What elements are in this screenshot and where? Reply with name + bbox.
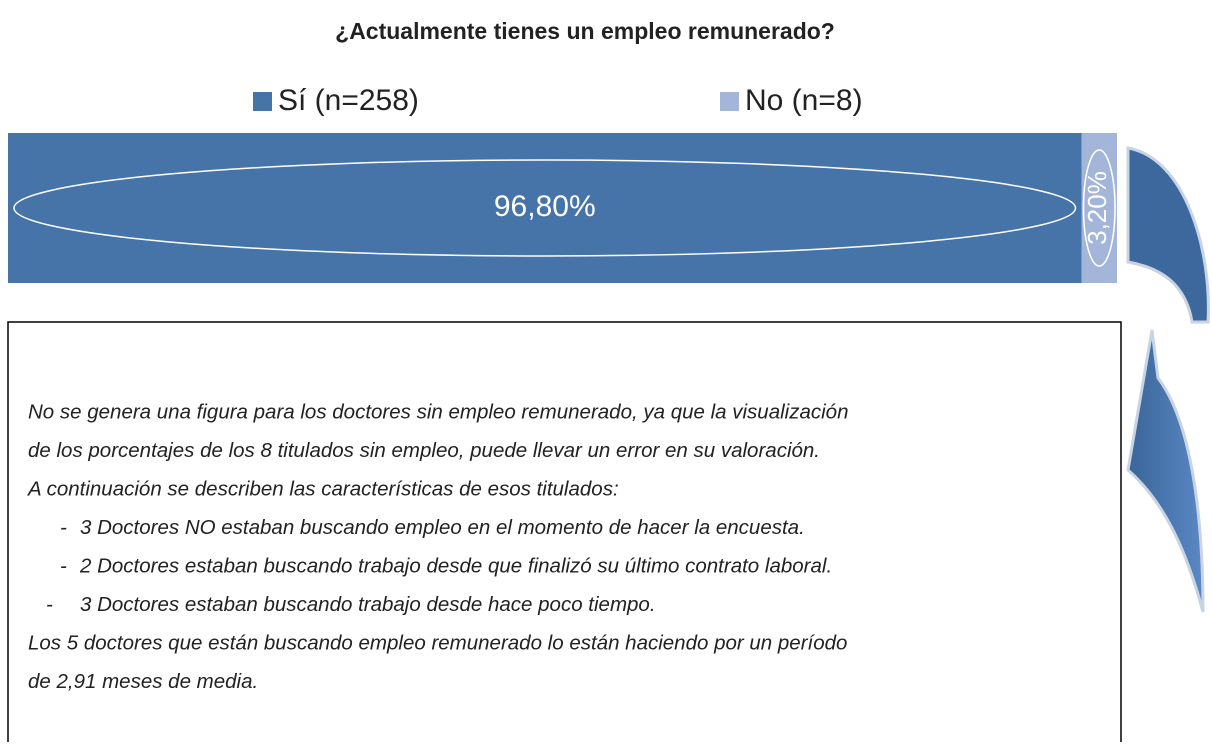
bar-segment [1081, 133, 1117, 283]
note-item: 3 Doctores estaban buscando trabajo desd… [80, 593, 656, 616]
note-item: 3 Doctores NO estaban buscando empleo en… [80, 516, 805, 539]
note-line: de los porcentajes de los 8 titulados si… [28, 439, 820, 462]
note-line: de 2,91 meses de media. [28, 670, 258, 693]
note-line: Los 5 doctores que están buscando empleo… [28, 631, 847, 654]
label-ellipse [13, 159, 1077, 257]
legend-swatch [720, 92, 739, 111]
curved-arrow [1126, 146, 1210, 613]
data-label: 96,80% [494, 190, 596, 223]
list-dash: - [60, 516, 67, 539]
note-box [7, 321, 1122, 747]
chart-title: ¿Actualmente tienes un empleo remunerado… [335, 18, 835, 44]
note-line: No se genera una figura para los doctore… [28, 400, 848, 423]
note: No se genera una figura para los doctore… [26, 400, 848, 693]
list-dash: - [46, 593, 53, 616]
legend-label: No (n=8) [745, 84, 863, 117]
chart: Sí (n=258) No (n=8) 96,80% 3,20% [8, 84, 1117, 283]
legend-label: Sí (n=258) [278, 84, 419, 117]
note-item: 2 Doctores estaban buscando trabajo desd… [79, 554, 832, 577]
note-line: A continuación se describen las caracter… [26, 477, 619, 500]
data-label: 3,20% [1082, 171, 1112, 245]
legend-swatch [253, 92, 272, 111]
label-ellipse [1082, 149, 1116, 267]
list-dash: - [60, 554, 67, 577]
bar-segment [8, 133, 1082, 283]
